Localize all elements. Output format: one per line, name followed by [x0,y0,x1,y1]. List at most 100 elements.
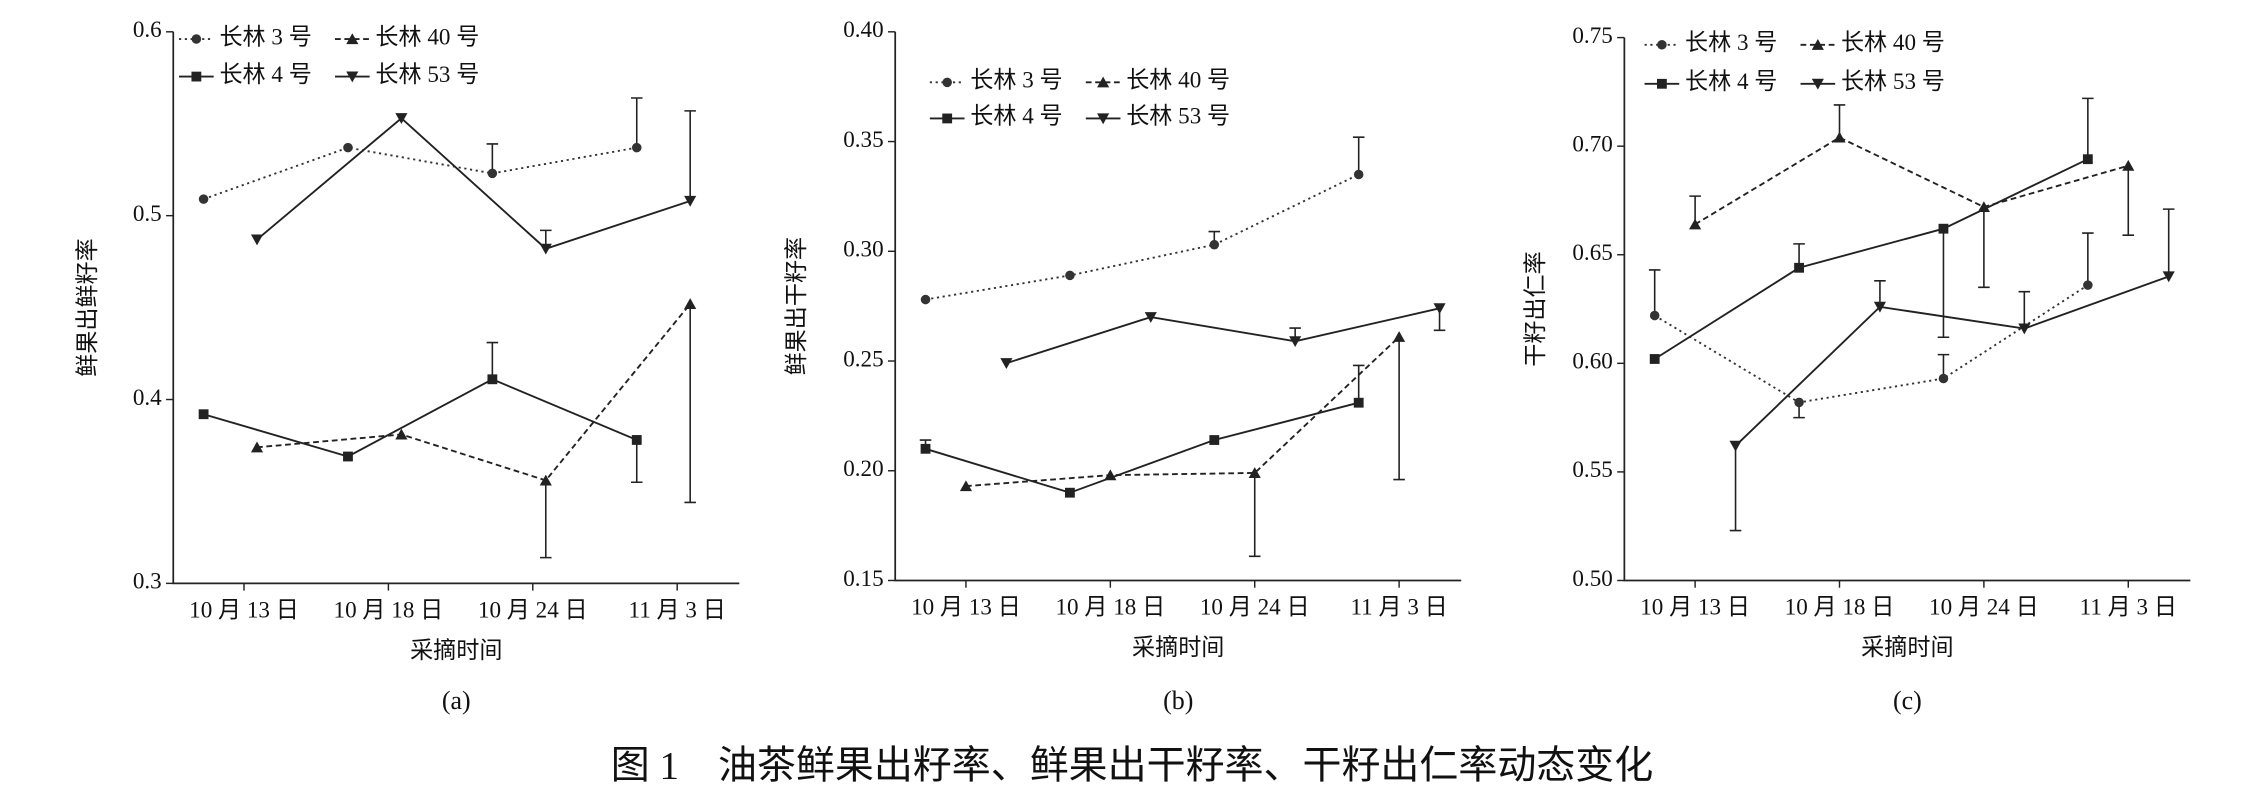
y-tick-label: 0.6 [133,16,162,42]
series [1000,303,1446,369]
marker [250,234,264,246]
x-tick-label: 10 月 13 日 [189,597,299,623]
x-tick-label: 10 月 24 日 [1200,594,1310,620]
marker [920,294,931,305]
y-tick-label: 0.25 [843,345,883,371]
y-tick-label: 0.30 [843,236,883,262]
series-line [256,303,691,482]
series [250,298,697,559]
marker [1794,397,1804,408]
x-tick-label: 10 月 18 日 [1785,594,1895,620]
marker [1433,303,1446,315]
legend-marker [191,34,202,44]
series-line [1734,275,2170,447]
legend-label: 长林 3 号 [219,23,311,49]
marker [1873,301,1886,313]
marker [487,374,498,385]
x-tick-label: 10 月 24 日 [478,597,588,623]
series [198,341,643,484]
marker [1248,467,1261,478]
marker [631,435,642,445]
marker [198,194,209,204]
series [250,110,697,255]
marker [1144,312,1157,323]
marker [1833,131,1846,143]
error-bar [486,341,499,380]
legend-marker [346,71,359,83]
error-bar [2122,165,2135,236]
legend-label: 长林 53 号 [1126,103,1230,129]
series-line [203,378,638,458]
y-tick-label: 0.75 [1572,22,1612,48]
series [1648,232,2094,419]
legend-label: 长林 40 号 [1126,67,1230,93]
x-tick-label: 10 月 13 日 [911,594,1021,620]
figure-caption: 图 1 油茶鲜果出籽率、鲜果出干籽率、干籽出仁率动态变化 [611,745,1653,788]
marker [1977,201,1990,213]
y-tick-label: 0.40 [843,16,883,42]
error-bar [684,303,696,504]
series [920,136,1365,305]
marker [1649,310,1660,321]
marker [250,441,264,453]
series-line [203,146,637,201]
error-bar [540,480,552,559]
panel-label: (c) [1893,686,1922,715]
marker [631,142,642,153]
legend-marker [1811,78,1824,90]
x-tick-label: 11 月 3 日 [2080,594,2177,620]
marker [1065,487,1075,498]
x-tick-label: 10 月 18 日 [334,597,444,623]
marker [684,195,697,207]
marker [2018,323,2031,335]
legend-label: 长林 4 号 [1685,68,1777,94]
series [1729,208,2175,532]
legend-marker [1097,76,1110,88]
x-tick-label: 11 月 3 日 [629,597,726,623]
error-bar [630,97,643,148]
marker [2122,159,2135,171]
legend-label: 长林 40 号 [1841,29,1945,55]
legend-label: 长林 4 号 [219,61,311,87]
marker [959,480,973,492]
error-bar [1393,336,1405,481]
marker [2162,271,2175,283]
marker [1209,435,1220,445]
y-tick-label: 0.50 [1572,565,1612,591]
series-line [1654,158,2089,360]
y-axis-label: 鲜果出干籽率 [783,237,809,376]
y-tick-label: 0.70 [1572,130,1612,156]
error-bar [1648,269,1661,316]
marker [2082,154,2093,165]
series-line [965,336,1400,488]
marker [539,243,552,255]
legend-marker [942,77,952,88]
legend-marker [1656,78,1667,89]
y-tick-label: 0.65 [1572,239,1612,265]
panel-label: (a) [442,686,471,715]
legend-marker [346,33,359,45]
marker [2083,280,2093,290]
y-tick-label: 0.3 [133,568,162,594]
marker [1209,239,1220,250]
marker [1353,397,1364,408]
marker [920,443,931,454]
error-bar [630,439,643,484]
legend-label: 长林 53 号 [375,61,479,87]
marker [1000,358,1013,369]
marker [395,113,408,124]
error-bar [1248,472,1261,558]
panel-label: (b) [1163,686,1193,715]
marker [1104,469,1117,481]
legend-label: 长林 40 号 [375,23,479,49]
series [1649,97,2094,364]
series [919,364,1365,498]
legend-marker [191,71,202,82]
marker [1353,169,1364,180]
error-bar [2162,208,2175,277]
error-bar [1937,228,1950,339]
y-tick-label: 0.20 [843,455,883,481]
marker [487,168,498,179]
marker [1938,373,1949,384]
series-line [256,116,691,250]
